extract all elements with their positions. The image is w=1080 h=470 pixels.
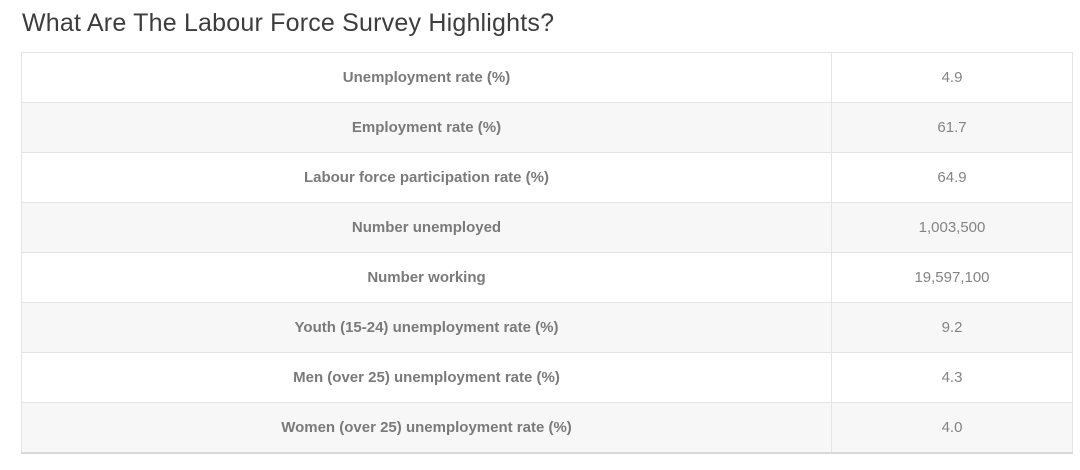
metric-value: 4.0 [831,402,1073,454]
metric-value: 19,597,100 [831,252,1073,303]
metric-label: Unemployment rate (%) [21,52,832,103]
metric-label: Youth (15-24) unemployment rate (%) [21,302,832,353]
table-row: Unemployment rate (%) 4.9 [21,52,1073,103]
metric-label: Men (over 25) unemployment rate (%) [21,352,832,403]
article-section: What Are The Labour Force Survey Highlig… [21,9,1073,454]
metric-label: Labour force participation rate (%) [21,152,832,203]
metric-value: 61.7 [831,102,1073,153]
table-row: Employment rate (%) 61.7 [21,102,1073,153]
metric-label: Employment rate (%) [21,102,832,153]
table-row: Youth (15-24) unemployment rate (%) 9.2 [21,302,1073,353]
metric-value: 1,003,500 [831,202,1073,253]
metric-label: Number working [21,252,832,303]
metric-label: Number unemployed [21,202,832,253]
metric-value: 64.9 [831,152,1073,203]
table-row: Number unemployed 1,003,500 [21,202,1073,253]
labour-survey-highlights-table: Unemployment rate (%) 4.9 Employment rat… [21,52,1073,454]
metric-value: 9.2 [831,302,1073,353]
table-row: Number working 19,597,100 [21,252,1073,303]
table-row: Labour force participation rate (%) 64.9 [21,152,1073,203]
page-title: What Are The Labour Force Survey Highlig… [22,9,555,37]
metric-value: 4.3 [831,352,1073,403]
table-row: Women (over 25) unemployment rate (%) 4.… [21,402,1073,454]
metric-label: Women (over 25) unemployment rate (%) [21,402,832,454]
table-row: Men (over 25) unemployment rate (%) 4.3 [21,352,1073,403]
metric-value: 4.9 [831,52,1073,103]
